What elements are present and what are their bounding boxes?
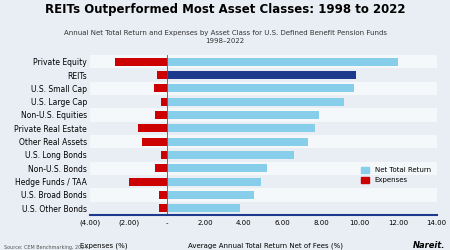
Bar xyxy=(142,138,167,146)
Bar xyxy=(158,71,167,79)
Text: REITs Outperformed Most Asset Classes: 1998 to 2022: REITs Outperformed Most Asset Classes: 1… xyxy=(45,2,405,16)
Bar xyxy=(167,178,261,186)
Text: Average Annual Total Return Net of Fees (%): Average Annual Total Return Net of Fees … xyxy=(188,242,343,249)
Bar xyxy=(161,98,167,106)
Bar xyxy=(159,204,167,212)
Bar xyxy=(90,148,436,162)
Bar xyxy=(90,95,436,108)
Bar xyxy=(129,178,167,186)
Bar xyxy=(167,111,319,119)
Bar xyxy=(153,84,167,92)
Bar xyxy=(90,82,436,95)
Bar xyxy=(90,122,436,135)
Text: Nareit.: Nareit. xyxy=(413,241,446,250)
Bar xyxy=(167,71,356,79)
Bar xyxy=(90,108,436,122)
Bar xyxy=(167,58,398,66)
Bar xyxy=(167,164,267,172)
Bar xyxy=(167,84,354,92)
Text: Source: CEM Benchmarking, 2024.: Source: CEM Benchmarking, 2024. xyxy=(4,245,90,250)
Bar xyxy=(138,124,167,132)
Bar xyxy=(90,162,436,175)
Legend: Net Total Return, Expenses: Net Total Return, Expenses xyxy=(359,165,433,185)
Bar xyxy=(155,164,167,172)
Bar xyxy=(159,191,167,199)
Text: Annual Net Total Return and Expenses by Asset Class for U.S. Defined Benefit Pen: Annual Net Total Return and Expenses by … xyxy=(63,30,387,44)
Bar xyxy=(90,188,436,202)
Bar xyxy=(161,151,167,159)
Bar xyxy=(90,55,436,68)
Bar xyxy=(155,111,167,119)
Bar xyxy=(90,202,436,215)
Bar xyxy=(167,204,240,212)
Bar xyxy=(167,98,344,106)
Bar xyxy=(167,124,315,132)
Bar xyxy=(90,175,436,188)
Bar xyxy=(115,58,167,66)
Bar xyxy=(167,138,307,146)
Bar xyxy=(167,151,294,159)
Text: Expenses (%): Expenses (%) xyxy=(80,242,127,249)
Bar xyxy=(167,191,254,199)
Bar xyxy=(90,135,436,148)
Bar xyxy=(90,68,436,82)
